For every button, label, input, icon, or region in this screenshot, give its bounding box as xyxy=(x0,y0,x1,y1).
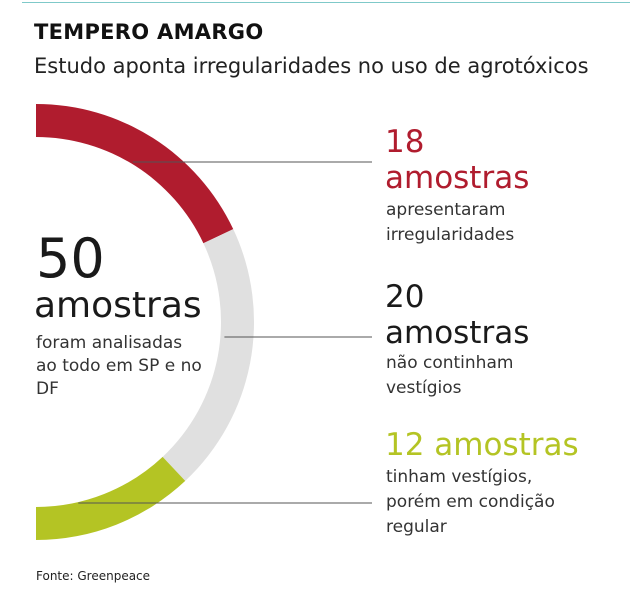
segment-2-description: não continham vestígios xyxy=(386,353,514,398)
total-unit: amostras xyxy=(34,285,202,326)
segment-no-residue-arc xyxy=(162,229,254,481)
segment-1-description: apresentaram irregularidades xyxy=(386,200,515,245)
segment-2-count: 20 xyxy=(385,279,425,315)
total-description: foram analisadas ao todo em SP e no DF xyxy=(36,333,202,399)
segment-irregular-arc xyxy=(36,104,234,244)
segment-2-unit: amostras xyxy=(385,315,530,351)
chart-title: TEMPERO AMARGO xyxy=(34,20,264,44)
segment-regular-arc xyxy=(36,456,186,540)
source-note: Fonte: Greenpeace xyxy=(36,569,151,583)
top-rule xyxy=(22,2,630,3)
chart-subtitle: Estudo aponta irregularidades no uso de … xyxy=(34,54,589,78)
segment-3-count: 12 amostras xyxy=(385,427,579,463)
segment-1-count: 18 xyxy=(385,124,425,160)
segment-3-description: tinham vestígios, porém em condição regu… xyxy=(386,467,555,537)
segment-1-unit: amostras xyxy=(385,160,530,196)
total-value: 50 xyxy=(36,227,105,290)
